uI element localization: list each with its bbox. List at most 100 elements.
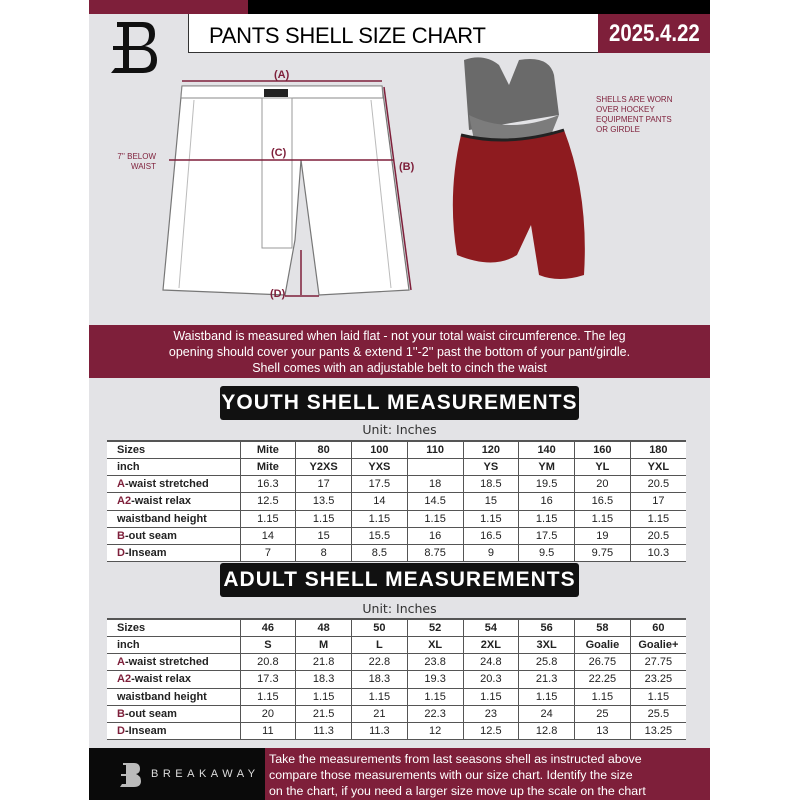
row-label: D-Inseam (107, 722, 240, 741)
table-cell: 16.5 (462, 527, 519, 545)
table-cell: 11 (239, 722, 296, 741)
table-cell: Mite (239, 440, 296, 459)
table-cell: 22.8 (351, 653, 408, 672)
table-cell: 58 (574, 618, 631, 637)
measure-letter: A2 (117, 495, 132, 508)
table-row: A2-waist relax 12.5 13.5 14 14.5 15 16 16.5 17 (107, 492, 686, 511)
top-bar (248, 0, 710, 14)
table-cell: 10.3 (629, 544, 686, 563)
table-cell: 17 (629, 492, 686, 511)
table-cell: 14 (351, 492, 408, 511)
table-row: B-out seam 14 15 15.5 16 16.5 17.5 19 20.5 (107, 527, 686, 545)
table-cell: 20.3 (462, 670, 519, 689)
table-cell: 26.75 (574, 653, 631, 672)
row-label: D-Inseam (107, 544, 240, 563)
table-cell: 12 (406, 722, 463, 741)
table-cell (406, 458, 463, 477)
adult-unit: Unit: Inches (362, 601, 437, 616)
table-cell: 19 (574, 527, 631, 545)
table-cell: 17.3 (239, 670, 296, 689)
table-cell: 21.5 (295, 705, 352, 723)
footer-instructions: Take the measurements from last seasons … (265, 748, 710, 800)
table-cell: 16 (518, 492, 575, 511)
table-cell: 1.15 (295, 510, 352, 528)
table-cell: 48 (295, 618, 352, 637)
table-cell: YXL (629, 458, 686, 477)
table-cell: 11.3 (351, 722, 408, 741)
row-label: Sizes (107, 440, 240, 459)
footer-line: Take the measurements from last seasons … (269, 752, 642, 766)
table-cell: 13.5 (295, 492, 352, 511)
table-cell: 100 (351, 440, 408, 459)
table-cell: 54 (462, 618, 519, 637)
table-cell: 27.75 (629, 653, 686, 672)
label-a: (A) (274, 69, 290, 81)
table-cell: YS (462, 458, 519, 477)
table-cell: 110 (406, 440, 463, 459)
footer-brand-panel (89, 748, 265, 800)
footer-line: compare those measurements with our size… (269, 768, 633, 782)
table-cell: 15.5 (351, 527, 408, 545)
table-cell: 23 (462, 705, 519, 723)
label-c: (C) (271, 147, 287, 159)
footer-logo (120, 763, 141, 787)
table-cell: 80 (295, 440, 352, 459)
table-cell: 18.3 (351, 670, 408, 689)
table-cell: 60 (629, 618, 686, 637)
measure-name: -waist stretched (124, 478, 209, 491)
table-cell: 50 (351, 618, 408, 637)
table-cell: 24 (518, 705, 575, 723)
table-cell: 19.3 (406, 670, 463, 689)
table-cell: 8.5 (351, 544, 408, 563)
youth-section-title: YOUTH SHELL MEASUREMENTS (220, 386, 579, 420)
adult-section-title: ADULT SHELL MEASUREMENTS (220, 563, 579, 597)
table-cell: 22.25 (574, 670, 631, 689)
table-row: Sizes 46 48 50 52 54 56 58 60 (107, 618, 686, 637)
table-cell: XL (406, 636, 463, 655)
measure-name: waistband height (117, 512, 207, 525)
table-cell: 25.5 (629, 705, 686, 723)
youth-size-table: Sizes Mite 80 100 110 120 140 160 180 inch Mite Y2X… (107, 440, 686, 563)
date-badge: 2025.4.22 (598, 14, 710, 53)
table-row: inch Mite Y2XS YXS YS YM YL YXL (107, 458, 686, 477)
table-cell: 17.5 (518, 527, 575, 545)
table-row: A-waist stretched 20.8 21.8 22.8 23.8 24.8 25.… (107, 653, 686, 672)
table-cell: 1.15 (629, 510, 686, 528)
table-cell: Goalie (574, 636, 631, 655)
row-label: B-out seam (107, 705, 240, 723)
table-cell: 16.3 (239, 475, 296, 494)
table-cell: Y2XS (295, 458, 352, 477)
shell-note-line: EQUIPMENT PANTS (596, 115, 672, 124)
table-cell: 1.15 (406, 510, 463, 528)
table-cell: 160 (574, 440, 631, 459)
measure-name: -Inseam (124, 725, 167, 738)
measure-letter: A (117, 478, 125, 491)
table-row: waistband height 1.15 1.15 1.15 1.15 1.15 1.15… (107, 510, 686, 528)
brand-name: BREAKAWAY (151, 768, 260, 780)
table-cell: 18.5 (462, 475, 519, 494)
table-row: waistband height 1.15 1.15 1.15 1.15 1.15 1.15… (107, 688, 686, 706)
table-cell: 3XL (518, 636, 575, 655)
row-label: inch (107, 636, 240, 655)
table-cell: S (239, 636, 296, 655)
table-cell: 1.15 (574, 510, 631, 528)
table-cell: 12.5 (462, 722, 519, 741)
table-cell: 15 (295, 527, 352, 545)
table-cell: 7 (239, 544, 296, 563)
table-cell: 1.15 (629, 688, 686, 706)
table-cell: 23.8 (406, 653, 463, 672)
table-row: A-waist stretched 16.3 17 17.5 18 18.5 19.5 20 2… (107, 475, 686, 494)
shell-note-line: SHELLS ARE WORN (596, 95, 673, 104)
measure-letter: B (117, 529, 125, 542)
table-cell: YL (574, 458, 631, 477)
shell-note-line: OVER HOCKEY (596, 105, 655, 114)
table-cell: 56 (518, 618, 575, 637)
waist-note-line: WAIST (130, 162, 156, 171)
table-cell: YXS (351, 458, 408, 477)
table-cell: 20.8 (239, 653, 296, 672)
table-cell: 14 (239, 527, 296, 545)
table-cell: 8 (295, 544, 352, 563)
shell-note-line: OR GIRDLE (596, 125, 641, 134)
table-row: Sizes Mite 80 100 110 120 140 160 180 (107, 440, 686, 459)
row-label: waistband height (107, 510, 240, 528)
